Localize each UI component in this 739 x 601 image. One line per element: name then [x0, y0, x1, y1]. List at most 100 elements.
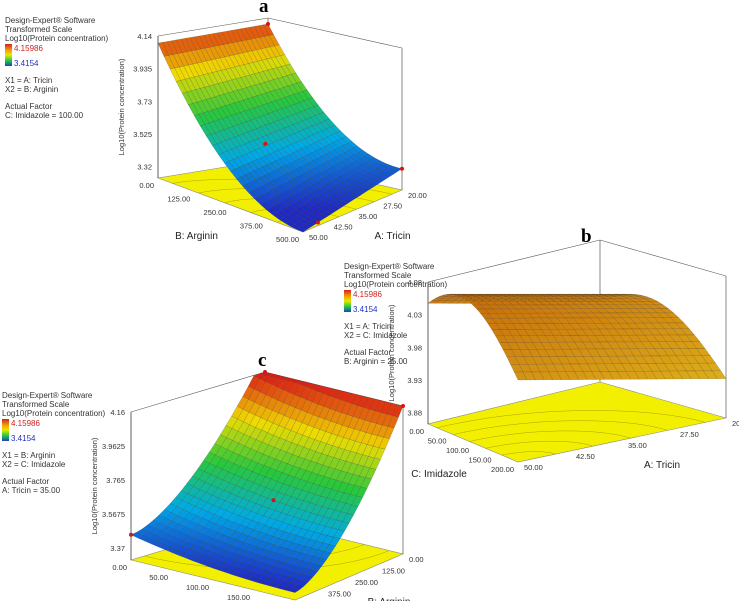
y-tick-label: 35.00 [359, 212, 378, 221]
surface-plot-a: 4.14 3.935 3.73 3.525 3.32 Log10(Protein conc… [117, 17, 427, 244]
surface-cell [617, 371, 632, 380]
y-tick-label: 42.50 [334, 223, 353, 232]
design-point [263, 141, 268, 146]
x-tick-label: 150.00 [469, 456, 492, 465]
surface-cell [304, 221, 316, 227]
surface-cell [642, 371, 658, 380]
design-point [271, 498, 276, 503]
x-tick-label: 100.00 [186, 583, 209, 592]
actual-factor-value: C: Imidazole = 100.00 [5, 111, 84, 120]
y-tick-label: 20.00 [408, 191, 427, 200]
surface-cell [362, 185, 374, 190]
y-axis-title: A: Tricin [374, 231, 410, 242]
y-axis-title: A: Tricin [644, 460, 680, 471]
surface-plot-b: 4.08 4.03 3.98 3.93 3.88 Log10(Protein concen… [387, 239, 739, 480]
floor-plane [427, 381, 727, 463]
box-edge [267, 17, 403, 49]
design-point [263, 370, 267, 374]
surface-cell [324, 544, 336, 554]
scale-label: Transformed Scale [2, 400, 70, 409]
z-tick-label: 4.03 [407, 311, 422, 320]
z-tick-label: 3.73 [137, 97, 152, 106]
y-tick-label: 50.00 [524, 463, 543, 472]
software-label: Design-Expert® Software [344, 262, 435, 271]
x-tick-label: 250.00 [204, 208, 227, 217]
box-edge [427, 239, 601, 283]
surface-cell [539, 371, 553, 380]
panel-letter-a: a [259, 0, 269, 17]
design-point [266, 22, 270, 26]
scale-label: Transformed Scale [344, 271, 412, 280]
floor-contour [485, 440, 593, 449]
info-block-b: Design-Expert® Software Transformed Scal… [344, 262, 447, 366]
surface-cell [600, 371, 614, 380]
factor-x2: X2 = B: Arginin [5, 85, 59, 94]
z-tick-label: 3.765 [106, 476, 125, 485]
z-tick-label: 3.88 [407, 409, 422, 418]
legend-max: 4.15986 [14, 44, 43, 53]
surface-cell [365, 467, 377, 480]
actual-factor-title: Actual Factor [5, 102, 53, 111]
factor-x1: X1 = A: Tricin [344, 322, 392, 331]
info-block-c: Design-Expert® Software Transformed Scal… [2, 391, 105, 495]
surface-cell [565, 371, 579, 380]
surface-cell [360, 477, 372, 489]
surface-cell [366, 182, 378, 188]
x-tick-label: 375.00 [240, 222, 263, 231]
surface-cell [379, 174, 391, 180]
surface-cell [387, 415, 399, 429]
floor-contour [469, 430, 631, 442]
surface-cell [625, 371, 640, 380]
y-axis-title: B: Arginin [368, 597, 411, 601]
y-tick-label: 27.50 [680, 430, 699, 439]
floor-contour [436, 410, 706, 429]
z-tick-label: 3.37 [110, 544, 125, 553]
y-tick-label: 375.00 [328, 590, 351, 599]
actual-factor-title: Actual Factor [344, 348, 392, 357]
x-tick-label: 100.00 [446, 446, 469, 455]
factor-x2: X2 = C: Imidazole [344, 331, 408, 340]
surface-cell [387, 169, 399, 175]
color-legend: 4.15986 3.4154 [2, 419, 105, 443]
surface-plot-c: 4.16 3.9625 3.765 3.5675 3.37 Log10(Protein c… [90, 370, 424, 601]
y-tick-label: 20.00 [732, 419, 739, 428]
x-tick-label: 0.00 [409, 427, 424, 436]
y-tick-label: 42.50 [576, 452, 595, 461]
surface-cell [287, 587, 300, 593]
info-block-a: Design-Expert® Software Transformed Scal… [5, 16, 108, 120]
x-axis-title: C: Imidazole [411, 469, 467, 480]
actual-factor-value: A: Tricin = 35.00 [2, 486, 61, 495]
color-legend: 4.15986 3.4154 [5, 44, 108, 68]
factor-x2: X2 = C: Imidazole [2, 460, 66, 469]
surface-cell [319, 551, 332, 560]
actual-factor-title: Actual Factor [2, 477, 50, 486]
surface-mesh [427, 294, 727, 381]
color-scale-bar [344, 290, 351, 312]
x-tick-label: 200.00 [491, 465, 514, 474]
legend-min: 3.4154 [11, 434, 36, 443]
surface-cell [548, 371, 562, 380]
x-tick-label: 50.00 [428, 437, 447, 446]
surface-cell [383, 172, 395, 177]
y-tick-label: 35.00 [628, 441, 647, 450]
surface-cell [557, 371, 571, 380]
response-label: Log10(Protein concentration) [344, 280, 448, 289]
surface-cell [522, 371, 536, 381]
surface-mesh [130, 371, 404, 593]
panel-letter-c: c [258, 350, 267, 371]
legend-min: 3.4154 [14, 59, 39, 68]
scale-label: Transformed Scale [5, 25, 73, 34]
x-tick-label: 125.00 [167, 195, 190, 204]
z-tick-label: 3.5675 [102, 510, 125, 519]
legend-max: 4.15986 [353, 290, 382, 299]
panel-letter-b: b [581, 226, 592, 247]
x-tick-label: 500.00 [276, 235, 299, 244]
actual-factor-value: B: Arginin = 25.00 [344, 357, 408, 366]
box-edge [599, 239, 727, 277]
surface-cell [342, 198, 353, 204]
surface-cell [514, 371, 527, 381]
y-tick-label: 250.00 [355, 578, 378, 587]
floor-contour [453, 420, 668, 435]
response-label: Log10(Protein concentration) [2, 409, 106, 418]
z-tick-label: 3.935 [133, 65, 152, 74]
